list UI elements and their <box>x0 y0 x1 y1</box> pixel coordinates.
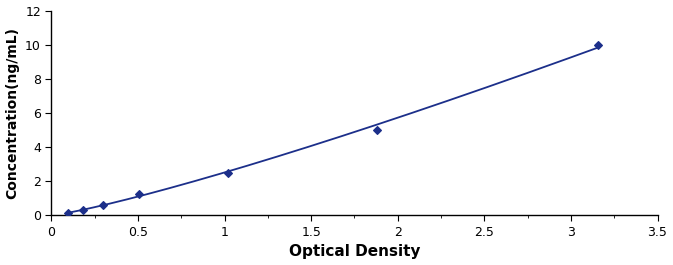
X-axis label: Optical Density: Optical Density <box>289 244 420 259</box>
Y-axis label: Concentration(ng/mL): Concentration(ng/mL) <box>5 27 20 199</box>
